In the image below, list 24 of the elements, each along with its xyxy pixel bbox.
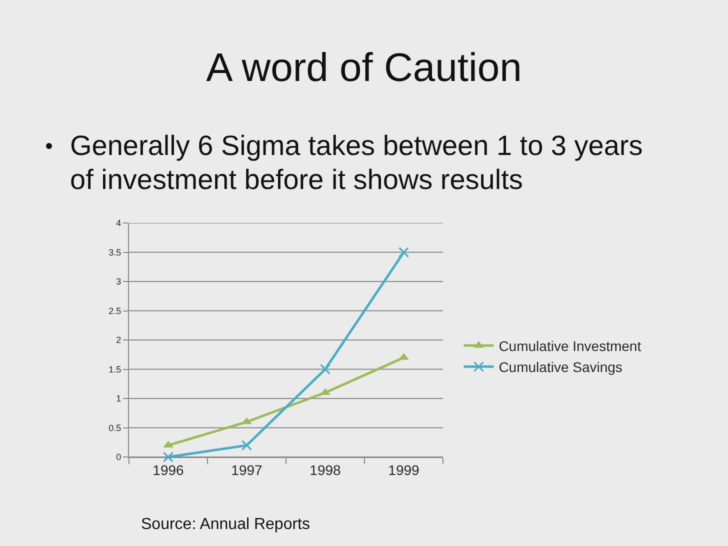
y-tick-label: 2 <box>116 335 122 346</box>
y-tick-label: 3.5 <box>108 247 122 258</box>
chart-subtitle: Generally 6 Sigma takes between 1 to 3 years of investment before it shows results <box>70 129 644 197</box>
y-tick-label: 0 <box>116 452 122 462</box>
legend-label: Cumulative Savings <box>498 359 622 376</box>
y-tick-label: 1 <box>116 394 122 404</box>
x-tick-label: 1999 <box>388 462 420 478</box>
source-note: Source: Annual Reports <box>141 515 310 535</box>
x-tick-label: 1998 <box>310 462 342 478</box>
x-tick-label: 1997 <box>231 462 263 478</box>
chart-title: A word of Caution <box>205 46 523 90</box>
y-tick-label: 4 <box>116 218 122 228</box>
point <box>320 364 331 375</box>
y-tick-label: 2.5 <box>108 306 122 316</box>
point <box>241 440 252 451</box>
point <box>242 417 252 424</box>
point <box>398 246 410 258</box>
y-tick-label: 1.5 <box>108 364 122 374</box>
y-tick-label: 0.5 <box>108 422 122 433</box>
point <box>163 440 174 448</box>
y-tick-label: 3 <box>116 276 122 287</box>
x-tick-label: 1996 <box>152 462 184 478</box>
legend-label: Cumulative Investment <box>498 338 642 354</box>
point <box>162 452 174 462</box>
